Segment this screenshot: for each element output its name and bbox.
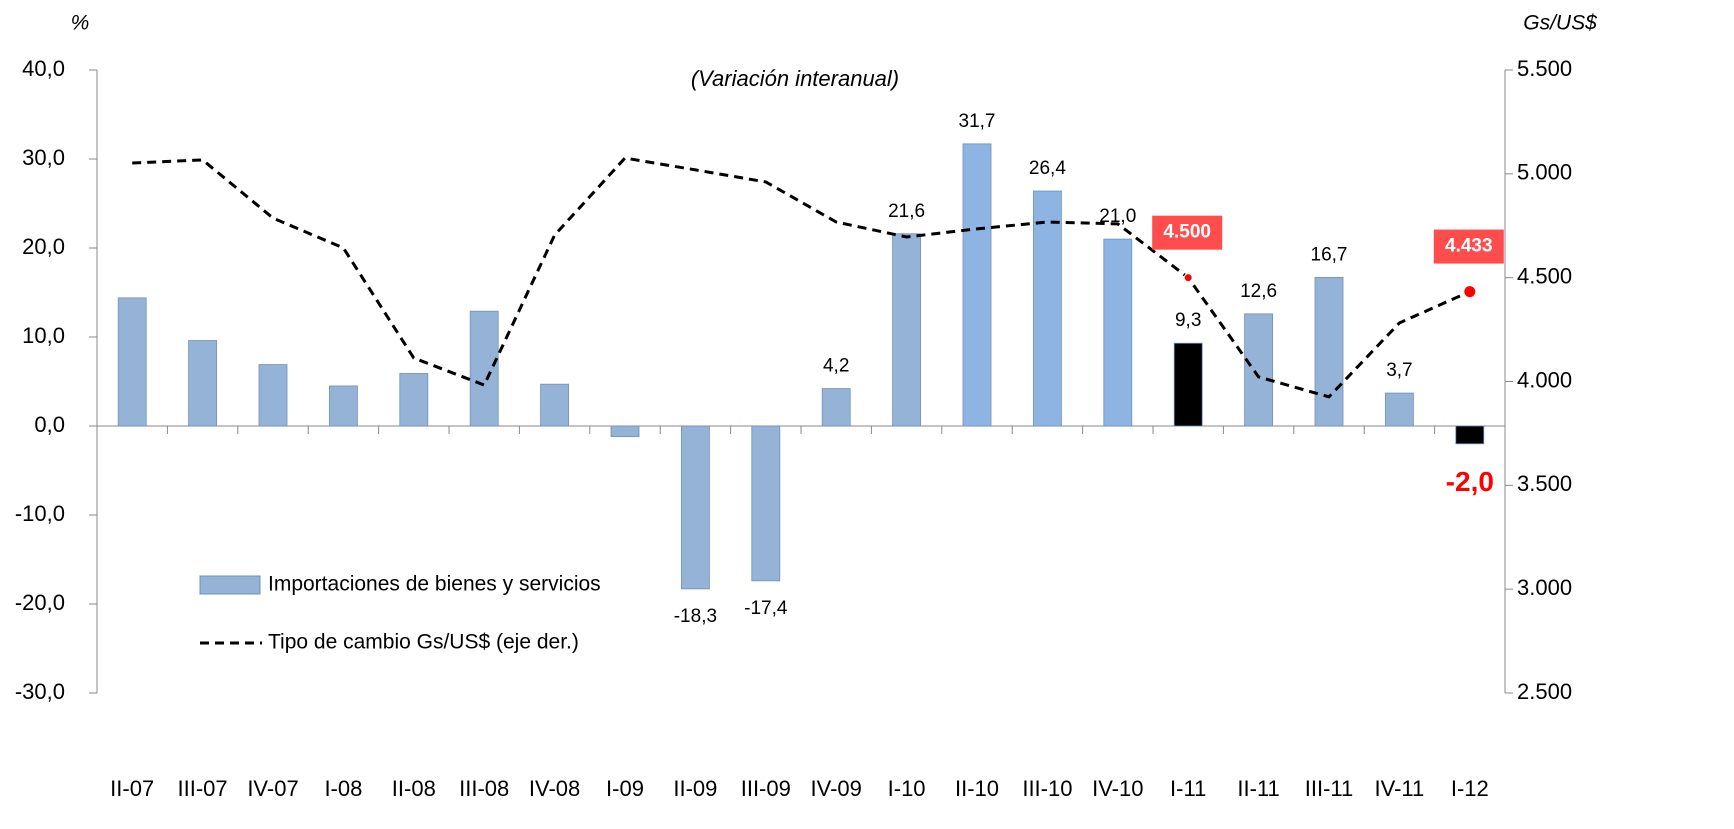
label-box bbox=[1433, 229, 1504, 264]
x-tick-label: III-10 bbox=[1022, 776, 1072, 801]
y-tick-label: 40,0 bbox=[22, 56, 65, 81]
data-label: 3,7 bbox=[1386, 360, 1412, 381]
x-tick-label: IV-10 bbox=[1092, 776, 1143, 801]
legend-label: Tipo de cambio Gs/US$ (eje der.) bbox=[268, 631, 579, 654]
data-label: -2,0 bbox=[1446, 466, 1494, 497]
y2-tick-label: 3.000 bbox=[1517, 575, 1572, 600]
legend-label: Importaciones de bienes y servicios bbox=[268, 573, 601, 596]
x-tick-label: I-11 bbox=[1170, 776, 1206, 801]
bar bbox=[892, 233, 921, 427]
x-tick-label: IV-07 bbox=[247, 776, 298, 801]
chart-title: (Variación interanual) bbox=[691, 66, 899, 91]
bar bbox=[117, 297, 147, 427]
data-label: 21,6 bbox=[888, 201, 925, 222]
bar bbox=[821, 388, 851, 427]
x-tick-label: IV-11 bbox=[1375, 776, 1425, 801]
y-tick-label: 20,0 bbox=[22, 234, 65, 259]
x-tick-label: III-09 bbox=[741, 776, 791, 801]
bar bbox=[469, 310, 499, 427]
x-tick-label: II-10 bbox=[955, 776, 999, 801]
x-tick-label: IV-08 bbox=[529, 776, 580, 801]
data-label: 4.500 bbox=[1163, 222, 1211, 243]
line-marker bbox=[1183, 273, 1193, 283]
y2-tick-label: 4.500 bbox=[1517, 263, 1572, 288]
y-tick-label: -30,0 bbox=[15, 679, 65, 704]
y-tick-label: 30,0 bbox=[22, 145, 65, 170]
x-tick-label: IV-09 bbox=[811, 776, 862, 801]
line-marker bbox=[1463, 285, 1477, 299]
line bbox=[132, 156, 1471, 399]
x-tick-label: I-08 bbox=[324, 776, 362, 801]
y2-axis-label: Gs/US$ bbox=[1523, 12, 1597, 35]
bar bbox=[540, 383, 569, 427]
x-tick-label: III-07 bbox=[178, 776, 228, 801]
data-label: 9,3 bbox=[1175, 310, 1201, 331]
label-box bbox=[1152, 215, 1223, 250]
y-tick-label: 10,0 bbox=[22, 323, 65, 348]
legend-swatch bbox=[199, 575, 261, 595]
x-tick-label: II-08 bbox=[392, 776, 436, 801]
bar bbox=[1033, 190, 1062, 427]
bar bbox=[751, 425, 781, 582]
y-tick-label: 0,0 bbox=[34, 412, 65, 437]
bar bbox=[610, 425, 640, 438]
bar bbox=[681, 425, 710, 590]
bar bbox=[1173, 342, 1203, 427]
data-label: 4,2 bbox=[823, 356, 849, 377]
data-label: 21,0 bbox=[1099, 206, 1136, 227]
y2-tick-label: 4.000 bbox=[1517, 367, 1572, 392]
y2-tick-label: 3.500 bbox=[1517, 471, 1572, 496]
x-tick-label: II-07 bbox=[110, 776, 154, 801]
x-tick-label: I-09 bbox=[606, 776, 644, 801]
y-tick-label: -20,0 bbox=[15, 590, 65, 615]
x-tick-label: III-08 bbox=[459, 776, 509, 801]
bar bbox=[1385, 392, 1414, 427]
y-axis-label: % bbox=[71, 12, 90, 35]
x-tick-label: I-12 bbox=[1451, 776, 1489, 801]
bar bbox=[328, 385, 358, 427]
bar bbox=[1314, 276, 1344, 427]
bar bbox=[399, 373, 429, 427]
x-tick-label: II-09 bbox=[673, 776, 717, 801]
data-label: 16,7 bbox=[1311, 244, 1348, 265]
y2-tick-label: 2.500 bbox=[1517, 679, 1572, 704]
data-label: -18,3 bbox=[674, 606, 717, 627]
bar bbox=[1103, 238, 1133, 427]
data-label: 12,6 bbox=[1240, 281, 1277, 302]
y-tick-label: -10,0 bbox=[15, 501, 65, 526]
data-label: 26,4 bbox=[1029, 158, 1066, 179]
bar bbox=[1455, 425, 1485, 445]
bar bbox=[258, 364, 288, 427]
x-tick-label: II-11 bbox=[1237, 776, 1279, 801]
bar bbox=[962, 143, 992, 427]
data-label: -17,4 bbox=[744, 598, 788, 619]
bar bbox=[188, 340, 218, 427]
y2-tick-label: 5.500 bbox=[1517, 56, 1572, 81]
bar bbox=[1244, 313, 1273, 427]
x-tick-label: I-10 bbox=[888, 776, 926, 801]
data-label: 4.433 bbox=[1445, 236, 1493, 257]
y2-tick-label: 5.000 bbox=[1517, 160, 1572, 185]
data-label: 31,7 bbox=[959, 111, 996, 132]
x-tick-label: III-11 bbox=[1305, 776, 1354, 801]
